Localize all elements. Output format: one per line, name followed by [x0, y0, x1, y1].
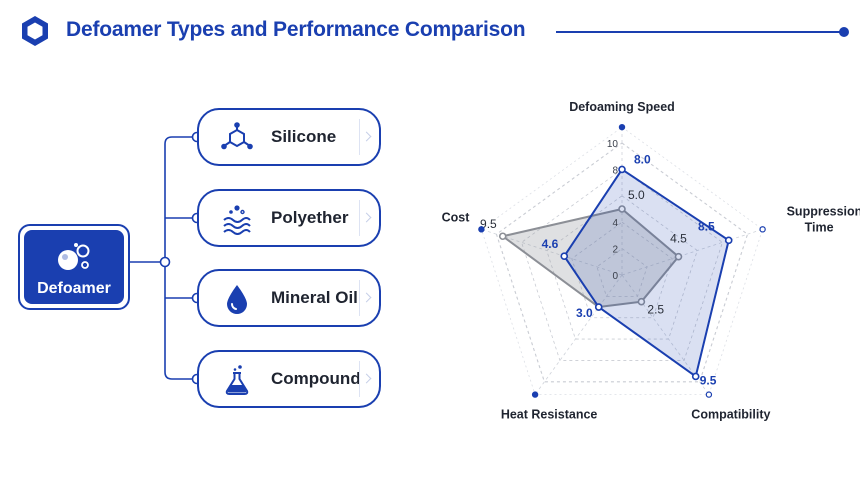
hexagon-logo-icon: [22, 16, 48, 46]
series-0-value-label: 9.5: [700, 373, 717, 387]
series-1-value-label: 4.5: [670, 232, 687, 246]
radar-grid-ring: [521, 168, 723, 361]
branch-tab: [359, 280, 374, 316]
axis-label: Suppression Time: [787, 204, 860, 234]
radar-spoke: [481, 228, 623, 276]
series-1-point: [637, 297, 646, 306]
radar-spoke: [621, 274, 710, 395]
title-divider: [556, 31, 842, 33]
defoamer-root-node: Defoamer: [18, 224, 130, 310]
flask-icon: [225, 365, 249, 395]
axis-label-line: Suppression: [787, 204, 860, 218]
axis-label: Compatibility: [691, 408, 770, 422]
axis-marker-dot: [531, 391, 539, 398]
series-0-point: [618, 165, 626, 174]
axis-label: Defoaming Speed: [569, 100, 675, 114]
axis-label-line: Time: [805, 220, 834, 234]
series-0-value-label: 8.0: [634, 152, 651, 166]
root-node-label: Defoamer: [37, 280, 111, 297]
title-row: Defoamer Types and Performance Compariso…: [18, 12, 849, 52]
series-0-point: [724, 236, 733, 245]
radar-tick-label: 10: [607, 139, 619, 150]
radar-spoke: [621, 228, 763, 276]
series-1-value-label: 9.5: [480, 217, 497, 231]
branch-label-polyether: Polyether: [271, 208, 349, 227]
series-0-area: [563, 168, 730, 378]
bubbles-icon: [58, 243, 90, 270]
branch-mineral-oil: Mineral Oil: [197, 269, 381, 327]
branch-label-silicone: Silicone: [271, 127, 337, 146]
series-1-point: [618, 205, 626, 213]
axis-marker-dot: [618, 123, 626, 131]
oil-drop-icon: [227, 285, 247, 314]
branch-silicone: Silicone: [197, 108, 381, 166]
branch-tab: [359, 119, 374, 155]
radar-tick-label: 0: [612, 271, 618, 282]
series-0-point: [691, 372, 700, 381]
axis-marker-dot: [705, 391, 713, 398]
branch-tab: [359, 361, 374, 397]
series-0-value-label: 3.0: [576, 306, 593, 320]
series-1-value-label: 2.5: [647, 303, 664, 317]
radar-grid-ring: [571, 221, 673, 319]
series-1-area: [501, 208, 680, 309]
series-0-value-label: 4.6: [542, 237, 559, 251]
axis-label: Heat Resistance: [501, 408, 598, 422]
series-1-point: [674, 252, 683, 261]
radar-grid-ring: [596, 248, 648, 297]
page-title: Defoamer Types and Performance Compariso…: [66, 18, 526, 41]
axis-marker-dot: [759, 226, 766, 233]
branch-polyether: Polyether: [197, 189, 381, 247]
radar-tick-label: 8: [612, 165, 618, 176]
axis-label: Cost: [442, 210, 471, 224]
series-1-value-label: 5.0: [628, 188, 645, 202]
waves-icon: [223, 205, 251, 235]
radar-spoke: [534, 274, 623, 395]
radar-tick-label: 2: [612, 245, 618, 256]
series-0-value-label: 8.5: [698, 219, 715, 233]
branch-label-mineral-oil: Mineral Oil: [271, 288, 358, 307]
branch-label-compound: Compound: [271, 369, 361, 388]
root-node-fill: Defoamer: [24, 230, 124, 304]
molecule-icon: [221, 122, 253, 150]
axis-marker-dot: [478, 226, 485, 233]
series-0-point: [594, 303, 603, 311]
branch-compound: Compound: [197, 350, 381, 408]
title-divider-dot: [839, 27, 849, 37]
branch-tab: [359, 200, 374, 236]
radar-tick-label: 4: [612, 218, 618, 229]
series-1-point: [498, 232, 507, 241]
series-0-point: [560, 252, 569, 261]
